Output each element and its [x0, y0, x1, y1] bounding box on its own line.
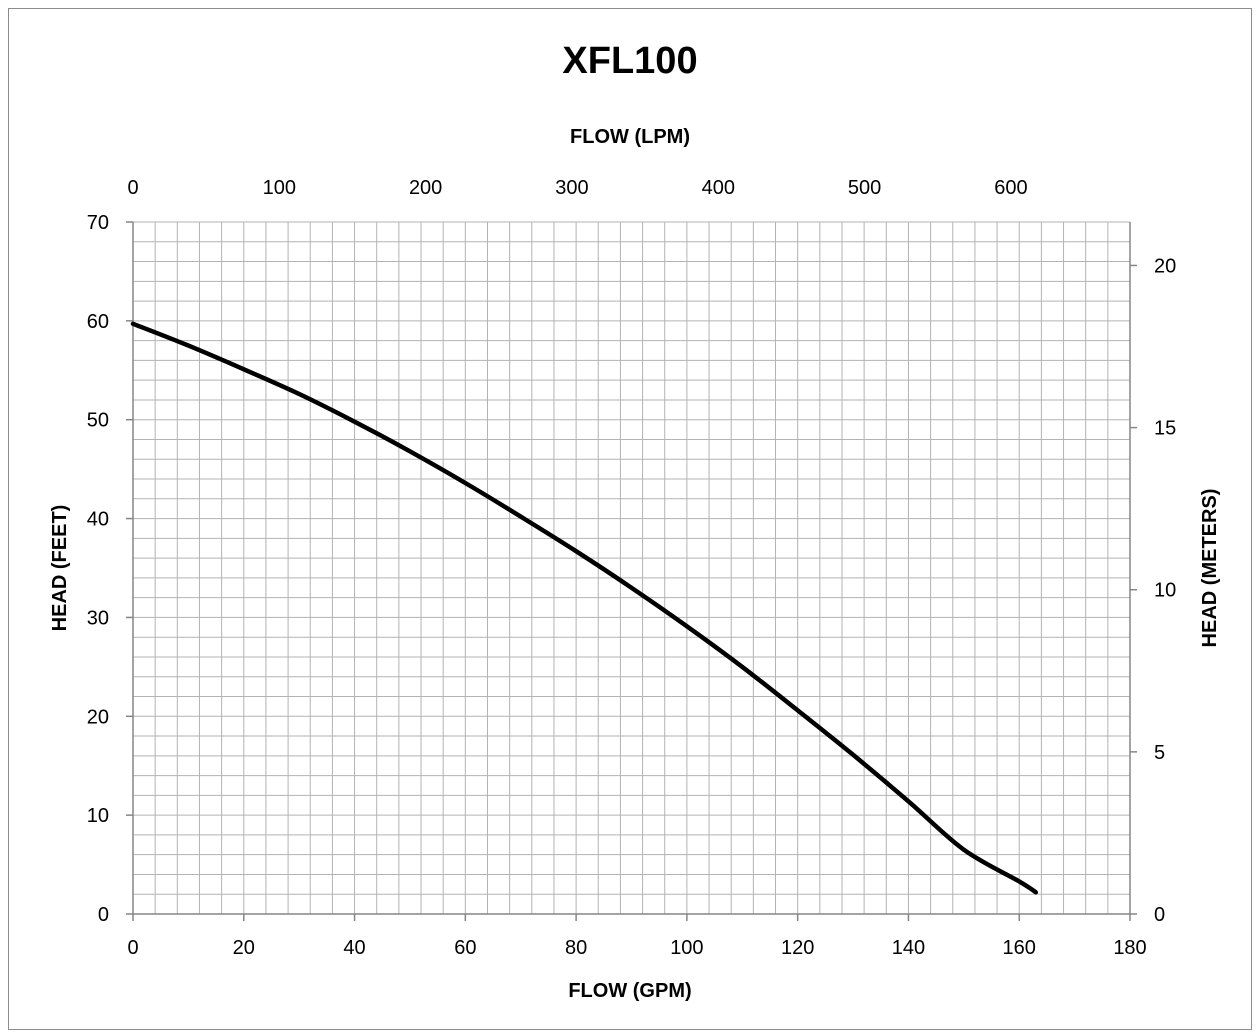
x-tick-label: 20 — [233, 937, 255, 959]
x-tick-label: 0 — [127, 937, 138, 959]
y-tick-label: 30 — [87, 607, 109, 629]
x2-axis-title: FLOW (LPM) — [570, 126, 690, 148]
y2-tick-label: 5 — [1154, 742, 1165, 764]
y-tick-label: 20 — [87, 706, 109, 728]
y-tick-label: 10 — [87, 805, 109, 827]
y2-tick-label: 0 — [1154, 904, 1165, 926]
y-tick-label: 0 — [98, 904, 109, 926]
y2-tick-label: 15 — [1154, 418, 1176, 440]
y2-axis-title: HEAD (METERS) — [1199, 489, 1221, 648]
x-tick-label: 100 — [670, 937, 703, 959]
chart-title: XFL100 — [562, 40, 697, 82]
x2-tick-label: 500 — [848, 177, 881, 199]
y-tick-label: 70 — [87, 212, 109, 234]
pump-curve-line — [130, 321, 1039, 895]
grid — [132, 221, 1131, 915]
y-axis-title: HEAD (FEET) — [49, 505, 71, 632]
y-tick-label: 60 — [87, 311, 109, 333]
x-tick-label: 60 — [454, 937, 476, 959]
x-tick-label: 80 — [565, 937, 587, 959]
axes — [126, 221, 1137, 921]
x2-tick-label: 0 — [127, 177, 138, 199]
y2-tick-label: 10 — [1154, 580, 1176, 602]
labels: 0 20 40 60 80 100 120 140 160 1800102030405060700… — [87, 177, 1177, 959]
x-tick-label: 40 — [343, 937, 365, 959]
x2-tick-label: 300 — [555, 177, 588, 199]
y2-tick-label: 20 — [1154, 255, 1176, 277]
x-axis-title: FLOW (GPM) — [568, 980, 691, 1002]
x-tick-label: 140 — [892, 937, 925, 959]
y-tick-label: 50 — [87, 410, 109, 432]
x-tick-label: 160 — [1003, 937, 1036, 959]
x2-tick-label: 200 — [409, 177, 442, 199]
y-tick-label: 40 — [87, 509, 109, 531]
x2-tick-label: 600 — [994, 177, 1027, 199]
x-tick-label: 180 — [1113, 937, 1146, 959]
x2-tick-label: 100 — [263, 177, 296, 199]
x-tick-label: 120 — [781, 937, 814, 959]
x2-tick-label: 400 — [702, 177, 735, 199]
series — [130, 321, 1039, 895]
